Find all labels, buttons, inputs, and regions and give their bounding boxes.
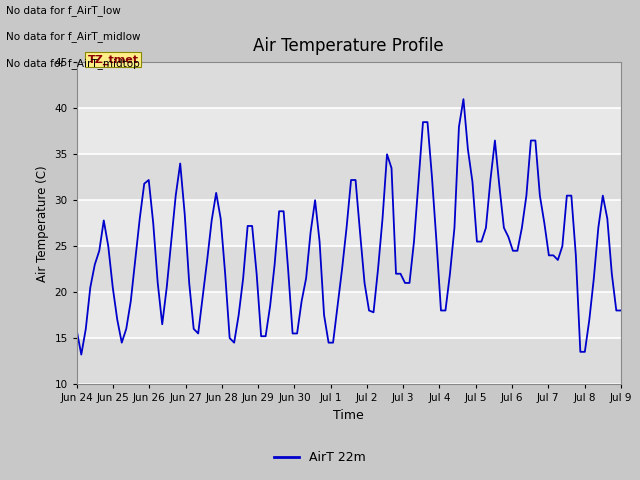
Text: No data for f_AirT_midlow: No data for f_AirT_midlow xyxy=(6,31,141,42)
Legend: AirT 22m: AirT 22m xyxy=(269,446,371,469)
X-axis label: Time: Time xyxy=(333,408,364,421)
Text: No data for f_AirT_midtop: No data for f_AirT_midtop xyxy=(6,58,140,69)
Bar xyxy=(77,108,621,154)
Bar xyxy=(77,338,621,384)
Y-axis label: Air Temperature (C): Air Temperature (C) xyxy=(36,165,49,281)
Bar xyxy=(77,292,621,338)
Title: Air Temperature Profile: Air Temperature Profile xyxy=(253,37,444,55)
Bar xyxy=(77,200,621,246)
Bar xyxy=(77,62,621,108)
Bar xyxy=(77,154,621,200)
Bar xyxy=(77,246,621,292)
Text: TZ_tmet: TZ_tmet xyxy=(88,54,139,65)
Text: No data for f_AirT_low: No data for f_AirT_low xyxy=(6,5,121,16)
